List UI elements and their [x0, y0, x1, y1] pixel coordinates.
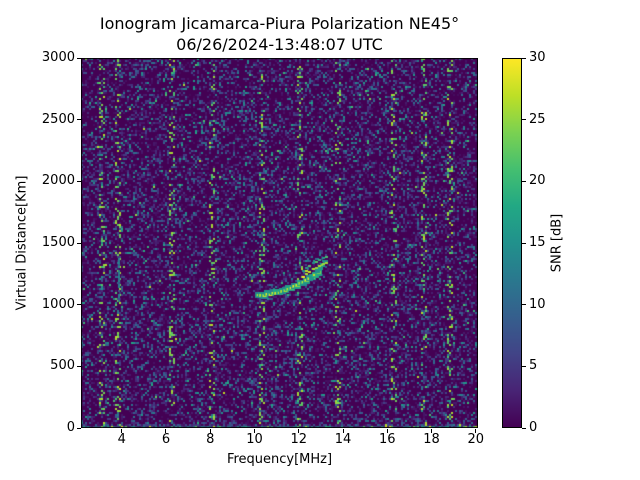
y-tick-label: 3000 [41, 50, 75, 65]
colorbar-tick-mark [522, 365, 526, 367]
colorbar-tick-label: 25 [529, 111, 546, 127]
colorbar-tick-label: 30 [529, 50, 546, 65]
chart-title-block: Ionogram Jicamarca-Piura Polarization NE… [81, 13, 478, 55]
x-tick-mark [165, 429, 167, 433]
colorbar-tick-label: 0 [529, 420, 538, 435]
y-tick-label: 2000 [41, 173, 75, 189]
x-tick-label: 18 [423, 432, 440, 447]
colorbar-tick-mark [522, 242, 526, 244]
y-tick-mark [77, 242, 81, 244]
x-tick-mark [298, 429, 300, 433]
colorbar-tick-mark [522, 57, 526, 59]
y-tick-mark [77, 427, 81, 429]
colorbar-tick-label: 10 [529, 296, 546, 312]
chart-title: Ionogram Jicamarca-Piura Polarization NE… [99, 14, 460, 33]
x-tick-label: 20 [467, 432, 485, 447]
x-tick-label: 16 [378, 432, 396, 447]
colorbar-tick-label: 20 [529, 173, 546, 189]
x-tick-mark [475, 429, 477, 433]
x-tick-mark [121, 429, 123, 433]
chart-subtitle: 06/26/2024-13:48:07 UTC [176, 35, 383, 54]
colorbar-gradient [502, 58, 522, 428]
colorbar-tick-label: 15 [529, 235, 546, 250]
colorbar-tick-label: 5 [529, 358, 538, 374]
x-tick-mark [431, 429, 433, 433]
y-tick-mark [77, 365, 81, 367]
x-tick-label: 14 [334, 432, 352, 447]
x-tick-mark [253, 429, 255, 433]
x-tick-mark [342, 429, 344, 433]
x-tick-mark [209, 429, 211, 433]
y-axis-label: Virtual Distance[Km] [14, 175, 30, 311]
x-tick-label: 8 [206, 432, 215, 447]
y-tick-label: 1500 [41, 235, 75, 250]
y-tick-mark [77, 57, 81, 59]
y-tick-mark [77, 180, 81, 182]
colorbar-tick-mark [522, 427, 526, 429]
x-tick-mark [386, 429, 388, 433]
x-tick-label: 12 [290, 432, 308, 447]
y-tick-label: 500 [50, 358, 75, 374]
x-axis-label: Frequency[MHz] [226, 452, 333, 467]
y-tick-mark [77, 119, 81, 121]
x-tick-label: 4 [117, 432, 126, 447]
colorbar-tick-mark [522, 119, 526, 121]
y-tick-mark [77, 304, 81, 306]
y-tick-label: 1000 [41, 296, 75, 312]
colorbar-tick-mark [522, 304, 526, 306]
ionogram-heatmap-canvas [81, 58, 478, 428]
y-tick-label: 0 [66, 420, 75, 435]
x-tick-label: 6 [161, 432, 171, 447]
y-tick-label: 2500 [41, 111, 75, 127]
colorbar-tick-mark [522, 180, 526, 182]
x-tick-label: 10 [246, 432, 263, 447]
